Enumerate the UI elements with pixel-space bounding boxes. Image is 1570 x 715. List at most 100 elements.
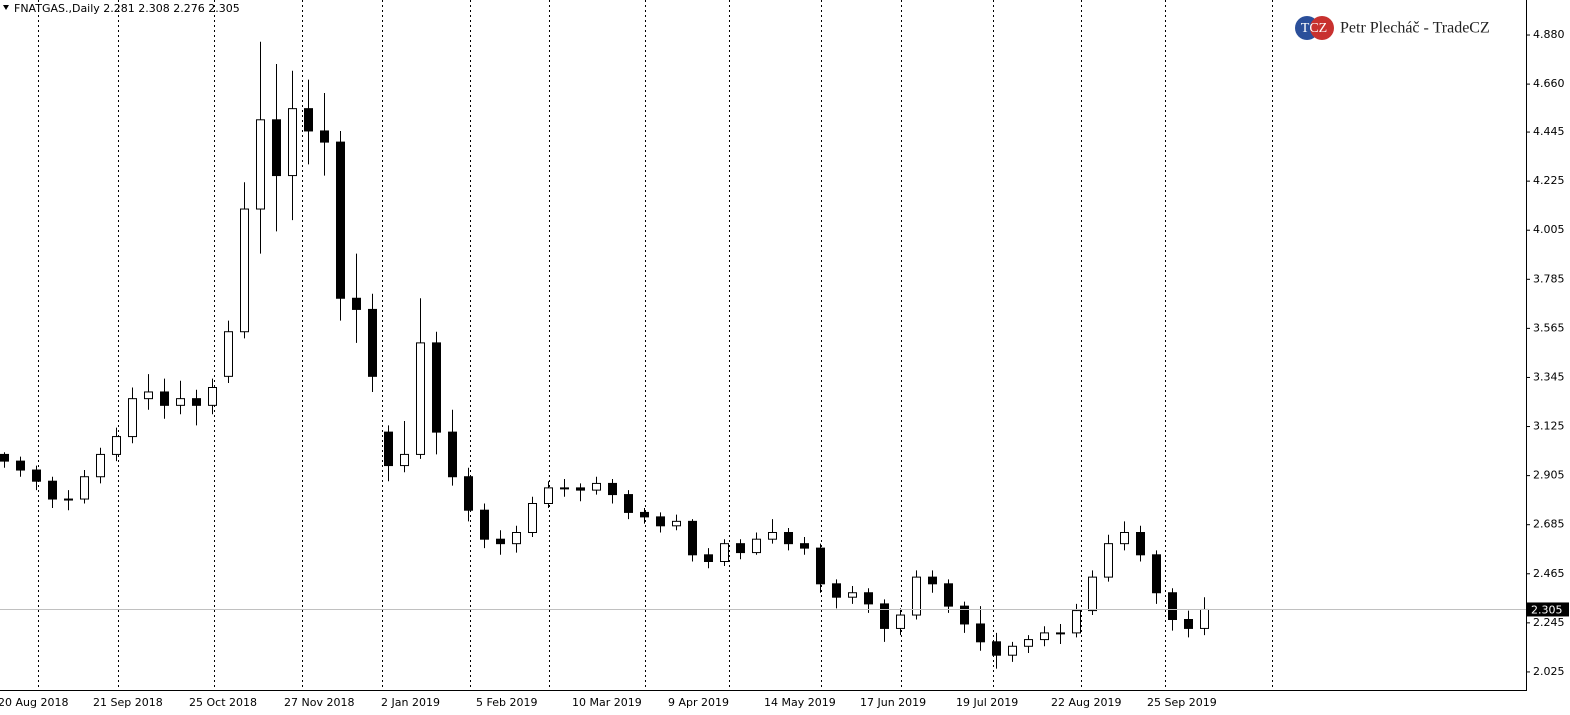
candle-body xyxy=(336,141,345,299)
candle-body xyxy=(400,453,409,467)
candle-body xyxy=(496,538,505,545)
y-tick-label: 4.225 xyxy=(1533,174,1565,187)
candle-body xyxy=(688,520,697,556)
watermark-text: Petr Plecháč - TradeCZ xyxy=(1340,20,1490,37)
candle-body xyxy=(0,453,9,462)
candle-body xyxy=(176,398,185,406)
x-tick-label: 14 May 2019 xyxy=(764,696,836,709)
x-tick-label: 17 Jun 2019 xyxy=(860,696,926,709)
candle-body xyxy=(848,592,857,598)
candle-body xyxy=(112,436,121,455)
y-tick-label: 2.905 xyxy=(1533,469,1565,482)
candle-body xyxy=(32,469,41,482)
candle-body xyxy=(608,482,617,496)
last-price-box xyxy=(1527,602,1569,617)
candle-body xyxy=(256,119,265,210)
logo-right xyxy=(1310,16,1334,40)
candle-body xyxy=(1104,543,1113,578)
candle-body xyxy=(320,130,329,143)
candle-body xyxy=(832,583,841,598)
candle-body xyxy=(1056,632,1065,635)
logo-text: TCZ xyxy=(1301,21,1327,36)
candle-body xyxy=(1184,619,1193,629)
candle-body xyxy=(48,480,57,500)
candle-body xyxy=(480,509,489,540)
candle-body xyxy=(560,487,569,490)
y-tick-label: 3.565 xyxy=(1533,321,1565,334)
candle-body xyxy=(1024,639,1033,647)
candle-body xyxy=(640,511,649,518)
candle-body xyxy=(976,623,985,643)
candle-body xyxy=(160,391,169,406)
candle-body xyxy=(1088,576,1097,612)
y-tick-label: 2.685 xyxy=(1533,518,1565,531)
candle-body xyxy=(288,108,297,177)
candle-body xyxy=(208,386,217,406)
x-tick-label: 19 Jul 2019 xyxy=(956,696,1018,709)
candle-body xyxy=(816,547,825,585)
y-tick-label: 4.660 xyxy=(1533,77,1565,90)
y-tick-label: 2.025 xyxy=(1533,665,1565,678)
candle-body xyxy=(512,532,521,545)
candle-body xyxy=(1200,608,1209,629)
candle-body xyxy=(592,482,601,491)
candle-body xyxy=(768,532,777,540)
candle-body xyxy=(1136,532,1145,556)
candle-body xyxy=(880,603,889,629)
candle-body xyxy=(448,431,457,478)
x-tick-label: 22 Aug 2019 xyxy=(1051,696,1121,709)
candle-body xyxy=(1040,632,1049,641)
x-tick-label: 25 Sep 2019 xyxy=(1147,696,1217,709)
candle-body xyxy=(928,576,937,585)
candle-body xyxy=(416,342,425,455)
candle-body xyxy=(992,641,1001,656)
candle-body xyxy=(384,431,393,467)
watermark: TCZ Petr Plecháč - TradeCZ xyxy=(1295,16,1490,40)
y-tick-label: 4.445 xyxy=(1533,125,1565,138)
candle-body xyxy=(752,538,761,554)
x-tick-label: 25 Oct 2018 xyxy=(189,696,257,709)
candle-body xyxy=(144,391,153,400)
candle-body xyxy=(1152,554,1161,594)
candle-body xyxy=(64,498,73,501)
y-tick-label: 4.880 xyxy=(1533,28,1565,41)
candle-body xyxy=(1120,532,1129,545)
candle-body xyxy=(1072,610,1081,634)
candle-body xyxy=(544,487,553,505)
y-tick-label: 3.125 xyxy=(1533,420,1565,433)
x-tick-label: 27 Nov 2018 xyxy=(284,696,354,709)
candle-body xyxy=(672,520,681,527)
candle-body xyxy=(736,543,745,554)
y-tick-label: 4.005 xyxy=(1533,223,1565,236)
candle-body xyxy=(944,583,953,607)
candle-body xyxy=(576,487,585,491)
candle-body xyxy=(368,308,377,377)
x-tick-label: 2 Jan 2019 xyxy=(381,696,440,709)
candle-body xyxy=(304,108,313,132)
candle-body xyxy=(704,554,713,563)
y-tick-label: 3.345 xyxy=(1533,370,1565,383)
candle-body xyxy=(352,297,361,310)
y-tick-label: 2.245 xyxy=(1533,616,1565,629)
x-tick-label: 20 Aug 2018 xyxy=(0,696,68,709)
candle-body xyxy=(16,460,25,471)
y-tick-label: 2.465 xyxy=(1533,567,1565,580)
y-tick-label: 3.785 xyxy=(1533,272,1565,285)
candle-body xyxy=(720,543,729,563)
x-tick-label: 9 Apr 2019 xyxy=(668,696,729,709)
candle-body xyxy=(896,614,905,629)
candle-body xyxy=(1168,592,1177,621)
candle-body xyxy=(272,119,281,177)
x-tick-label: 21 Sep 2018 xyxy=(93,696,163,709)
collapse-arrow[interactable] xyxy=(3,5,9,10)
candle-body xyxy=(912,576,921,616)
x-tick-label: 5 Feb 2019 xyxy=(476,696,537,709)
last-price-label: 2.305 xyxy=(1531,603,1563,616)
candle-body xyxy=(80,476,89,500)
candle-body xyxy=(224,331,233,377)
candle-body xyxy=(1008,645,1017,656)
candle-body xyxy=(784,532,793,545)
candle-body xyxy=(624,494,633,513)
candle-body xyxy=(960,605,969,625)
